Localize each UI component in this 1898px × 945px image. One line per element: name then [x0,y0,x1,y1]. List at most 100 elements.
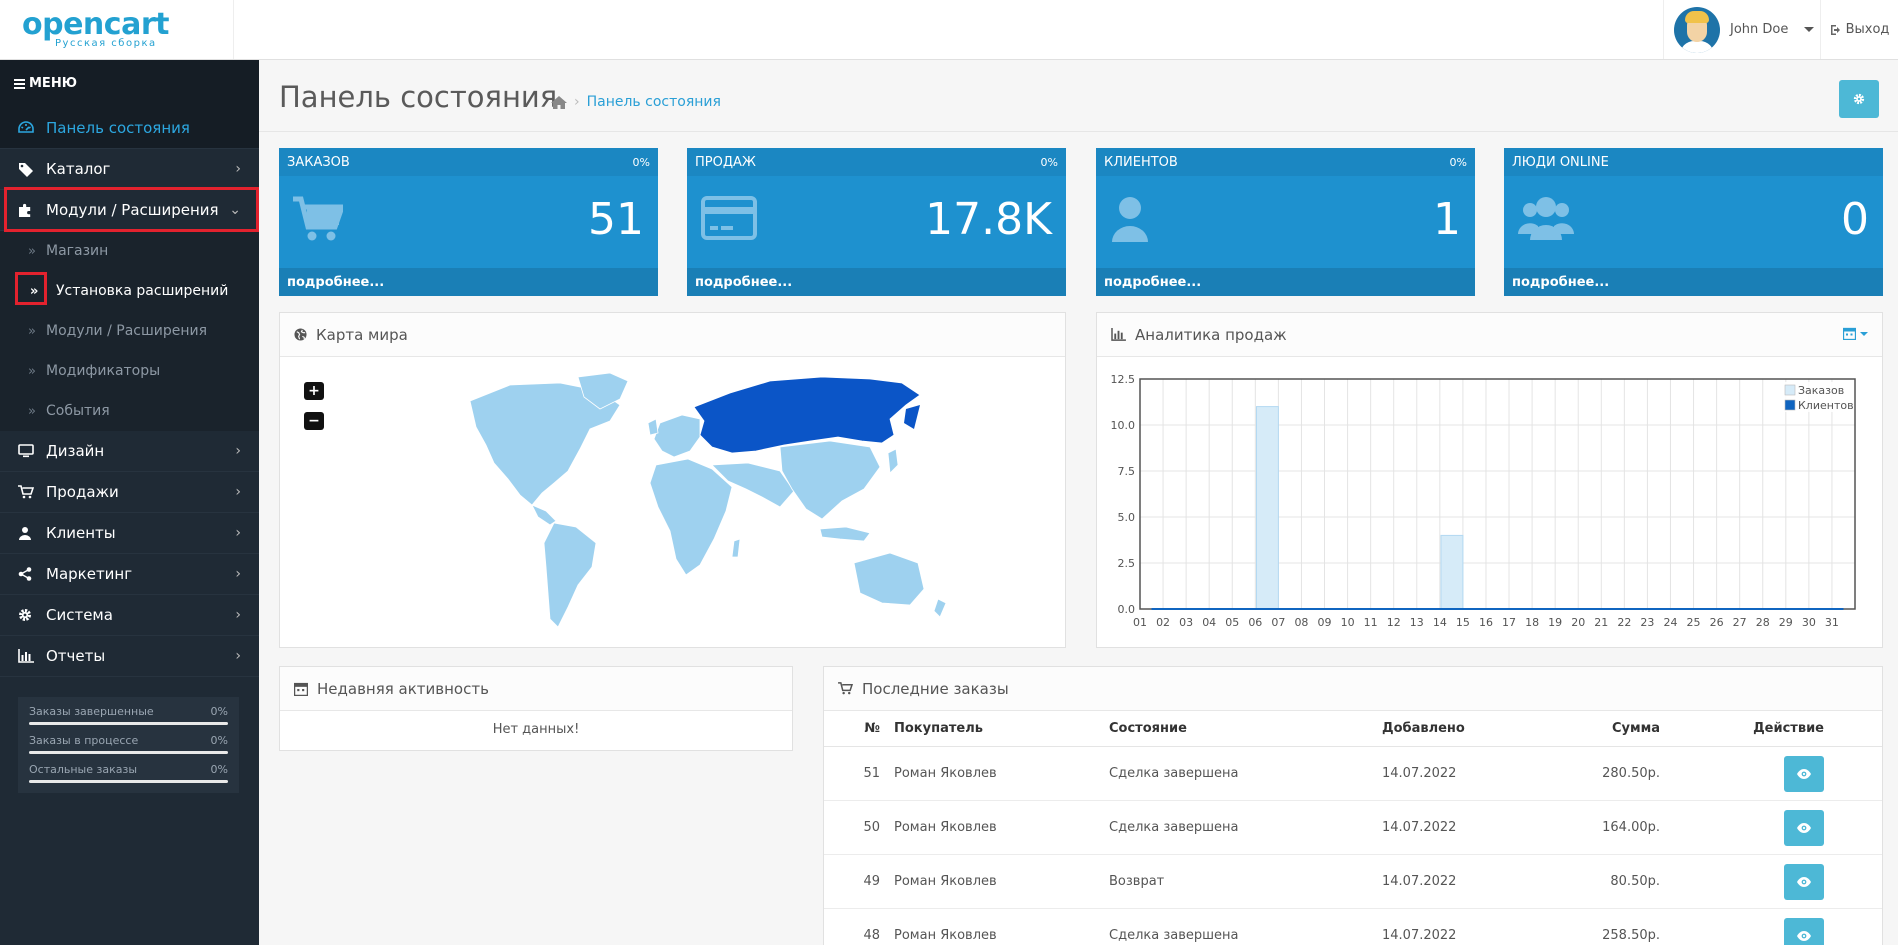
tile-percent: 0% [1449,155,1467,169]
x-tick-label: 13 [1410,616,1424,629]
view-order-button[interactable] [1784,809,1824,846]
x-tick-label: 30 [1802,616,1816,629]
eye-icon [1797,768,1811,779]
tile-title: ПРОДАЖ [695,154,756,170]
column-header-date[interactable]: Добавлено [1382,721,1465,736]
cart-icon [293,196,343,241]
sidebar-item-sales[interactable]: Продажи › [0,472,259,513]
sidebar-subitem-installer[interactable]: » Установка расширений [0,271,259,311]
calendar-icon [294,682,308,696]
map-zoom-in-button[interactable]: + [304,382,324,400]
angle-double-right-icon: » [28,403,36,419]
world-map[interactable] [450,371,970,633]
column-header-no[interactable]: № [864,721,880,736]
cart-icon [18,485,34,499]
bars-icon [14,79,25,89]
view-order-button[interactable] [1784,917,1824,945]
map-russia [693,376,921,454]
sidebar-subitem-modules[interactable]: » Модули / Расширения [0,311,259,351]
tile-more-link[interactable]: подробнее... [687,268,1066,296]
map-indonesia [819,526,871,542]
map-greenland [577,372,629,410]
breadcrumb-link[interactable]: Панель состояния [586,94,721,110]
logo-text: opencart [22,7,169,42]
sidebar-item-design[interactable]: Дизайн › [0,431,259,472]
table-row: 51 Роман Яковлев Сделка завершена 14.07.… [824,747,1882,801]
sidebar-subitem-label: Установка расширений [56,283,229,299]
x-tick-label: 14 [1433,616,1447,629]
users-icon [1518,197,1574,240]
stat-value: 0% [210,763,228,776]
sidebar-item-customers[interactable]: Клиенты › [0,513,259,554]
view-order-button[interactable] [1784,755,1824,792]
sidebar-item-marketing[interactable]: Маркетинг › [0,554,259,595]
map-middle-east [711,462,795,508]
order-sum: 258.50р. [1602,928,1660,943]
top-header: opencart Русская сборка John Doe Выход [0,0,1898,60]
x-tick-label: 26 [1710,616,1724,629]
logo-subtitle: Русская сборка [55,38,157,49]
angle-double-right-icon: » [28,323,36,339]
calendar-icon [1843,327,1856,340]
sidebar-item-dashboard[interactable]: Панель состояния [0,108,259,149]
sidebar-item-reports[interactable]: Отчеты › [0,636,259,677]
stat-label: Заказы завершенные [29,705,154,718]
x-tick-label: 04 [1202,616,1216,629]
sidebar-item-system[interactable]: Система › [0,595,259,636]
y-tick-label: 12.5 [1111,373,1136,386]
x-tick-label: 20 [1571,616,1585,629]
stat-processing: Заказы в процессе 0% [29,734,228,754]
menu-toggle[interactable]: МЕНЮ [0,60,259,108]
bar-orders [1255,406,1279,610]
tile-value: 1 [1433,194,1461,245]
desktop-icon [18,444,34,458]
breadcrumb-separator: › [574,94,580,110]
sidebar-subitem-modifications[interactable]: » Модификаторы [0,351,259,391]
sidebar-item-label: Клиенты [46,524,116,542]
home-icon[interactable] [551,95,567,109]
calendar-dropdown[interactable] [1843,327,1868,340]
view-order-button[interactable] [1784,863,1824,900]
column-header-status[interactable]: Состояние [1109,721,1187,736]
settings-button[interactable] [1839,80,1879,118]
sidebar-subitem-label: События [46,403,110,419]
order-sum: 164.00р. [1602,820,1660,835]
eye-icon [1797,930,1811,941]
panel-title: Недавняя активность [317,679,489,698]
globe-icon [294,328,307,341]
tile-more-link[interactable]: подробнее... [279,268,658,296]
tile-value: 51 [588,194,644,245]
x-tick-label: 31 [1825,616,1839,629]
panel-header: Аналитика продаж [1097,313,1882,357]
column-header-action: Действие [1753,721,1824,736]
sidebar-item-catalog[interactable]: Каталог › [0,149,259,190]
sidebar-item-extensions[interactable]: Модули / Расширения ⌄ [0,190,259,231]
user-menu[interactable]: John Doe [1663,0,1820,59]
chevron-right-icon: › [235,443,241,459]
tile-more-link[interactable]: подробнее... [1504,268,1883,296]
sidebar-subitem-events[interactable]: » События [0,391,259,431]
order-status: Сделка завершена [1109,928,1239,943]
gear-icon [1853,93,1865,105]
logo[interactable]: opencart Русская сборка [0,0,234,59]
map-zoom-out-button[interactable]: − [304,412,324,430]
order-date: 14.07.2022 [1382,928,1457,943]
logout-link[interactable]: Выход [1820,0,1898,59]
sidebar-item-label: Отчеты [46,647,106,665]
x-tick-label: 25 [1687,616,1701,629]
tags-icon [19,162,33,177]
sidebar-item-label: Панель состояния [46,119,190,137]
column-header-sum[interactable]: Сумма [1611,721,1660,736]
column-header-customer[interactable]: Покупатель [894,721,983,736]
sidebar-subitem-store[interactable]: » Магазин [0,231,259,271]
order-status: Возврат [1109,874,1165,889]
eye-icon [1797,876,1811,887]
map-central-america [531,504,557,526]
order-sum: 80.50р. [1610,874,1660,889]
sidebar-subitem-label: Модификаторы [46,363,161,379]
sidebar-subitem-label: Магазин [46,243,109,259]
chevron-right-icon: › [235,161,241,177]
x-tick-label: 19 [1548,616,1562,629]
x-tick-label: 24 [1663,616,1677,629]
tile-more-link[interactable]: подробнее... [1096,268,1475,296]
